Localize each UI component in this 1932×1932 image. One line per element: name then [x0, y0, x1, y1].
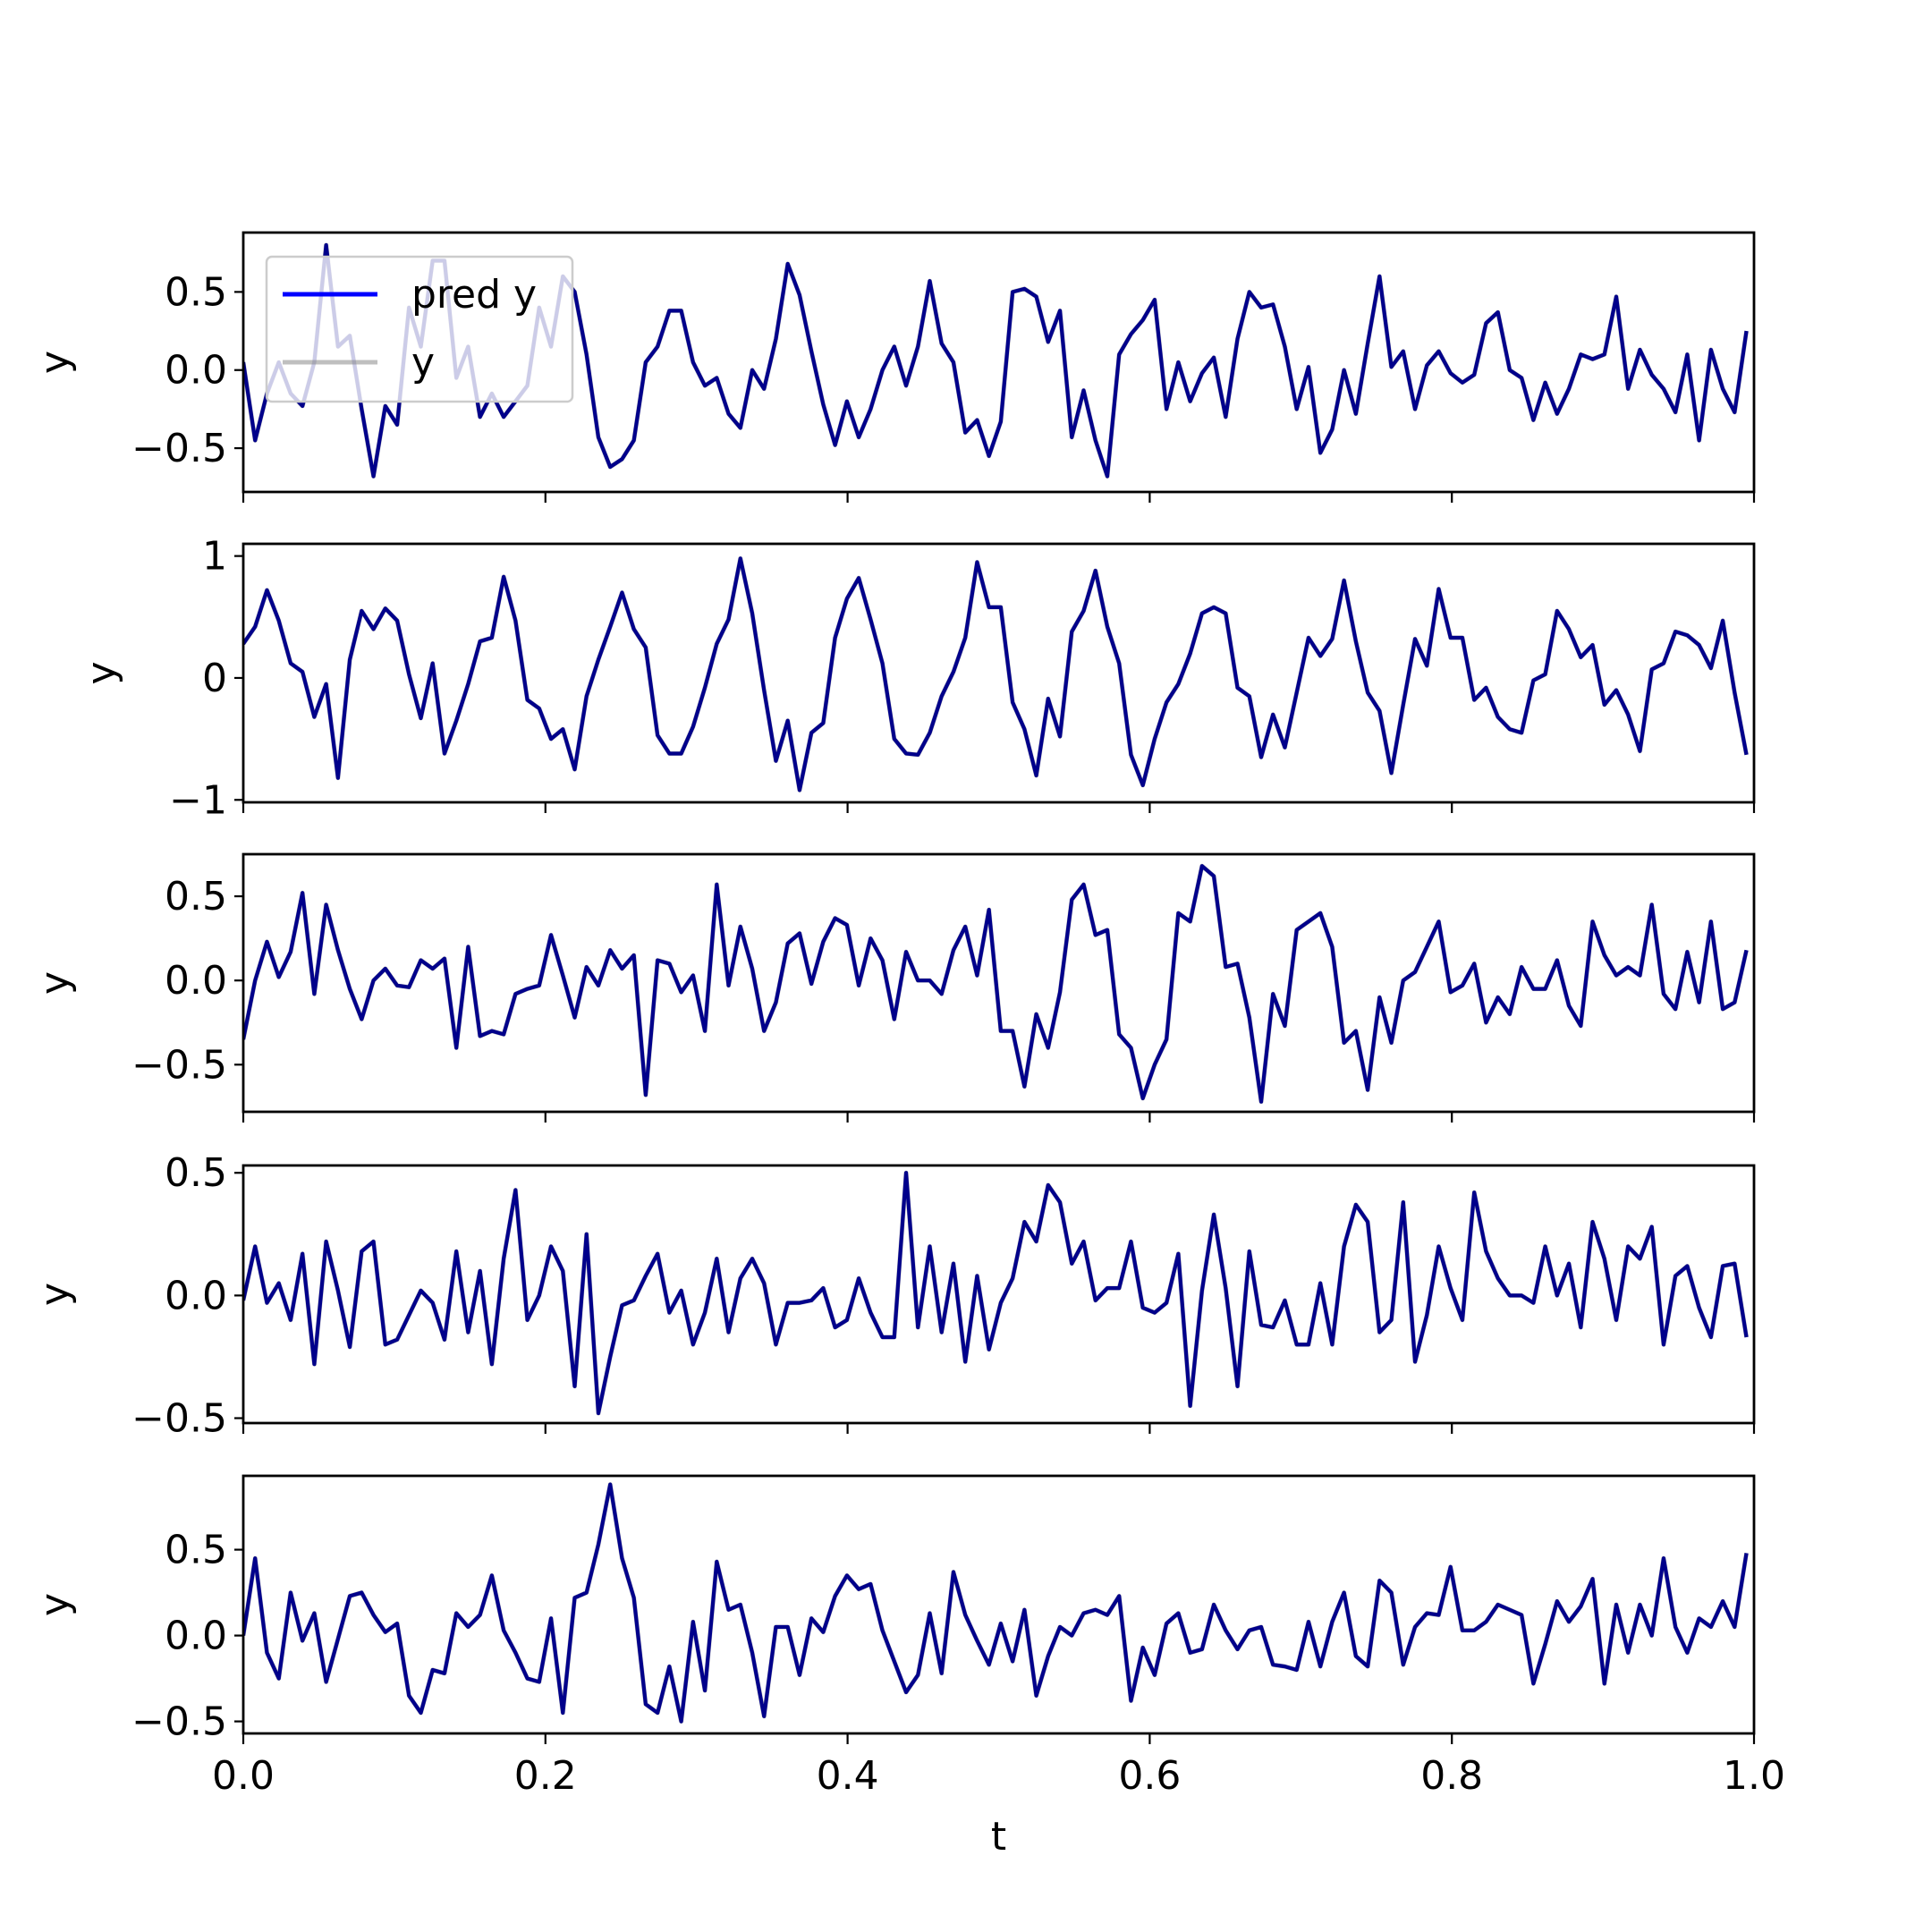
- subplot-1: −0.5 0.0 0.5 y pred y y: [32, 231, 1756, 503]
- series-line-y: [243, 1170, 1750, 1416]
- series-line-pred-y: [243, 1482, 1749, 1724]
- y-tick-label: −0.5: [131, 1042, 227, 1088]
- series-line-pred-y: [243, 1171, 1749, 1416]
- y-tick-label: 0: [202, 656, 227, 701]
- legend-label: pred y: [411, 272, 537, 318]
- y-tick-label: 0.5: [165, 874, 227, 919]
- y-axis-label: y: [79, 661, 124, 684]
- y-axis-label: y: [32, 971, 78, 995]
- x-tick-label: 1.0: [1723, 1753, 1785, 1799]
- y-axis-label: y: [32, 351, 78, 374]
- series-line-y: [243, 555, 1750, 792]
- y-tick-label: 0.0: [165, 348, 227, 394]
- y-axis-label: y: [32, 1593, 78, 1616]
- y-tick-label: 0.0: [165, 1273, 227, 1318]
- y-tick-label: −1: [169, 777, 227, 823]
- axes-frame: [242, 542, 1756, 804]
- y-tick-label: 0.5: [165, 1528, 227, 1573]
- subplot-5: −0.5 0.0 0.5 0.0 0.2 0.4 0.6 0.8 1.0 y t: [32, 1474, 1785, 1860]
- axes-frame: [242, 1164, 1756, 1425]
- series-line-y: [243, 1482, 1750, 1724]
- series-line-pred-y: [243, 864, 1749, 1104]
- x-tick-label: 0.4: [817, 1753, 879, 1799]
- x-axis-label: t: [991, 1814, 1006, 1860]
- y-tick-label: 0.0: [165, 1614, 227, 1659]
- y-tick-label: 0.0: [165, 958, 227, 1004]
- y-tick-label: −0.5: [131, 1699, 227, 1745]
- x-tick-label: 0.8: [1420, 1753, 1483, 1799]
- y-tick-label: 1: [202, 534, 227, 580]
- x-tick-label: 0.0: [212, 1753, 275, 1799]
- y-tick-label: −0.5: [131, 426, 227, 471]
- x-tick-label: 0.2: [514, 1753, 577, 1799]
- y-tick-label: −0.5: [131, 1396, 227, 1442]
- y-tick-label: 0.5: [165, 269, 227, 315]
- legend-label: y: [411, 340, 435, 386]
- axes-frame: [242, 852, 1756, 1114]
- series-line-pred-y: [243, 556, 1749, 792]
- subplot-4: −0.5 0.0 0.5 y: [32, 1150, 1756, 1442]
- subplot-3: −0.5 0.0 0.5 y: [32, 852, 1756, 1123]
- axes-frame: [242, 1474, 1756, 1735]
- axes-frame: [242, 231, 1756, 494]
- y-axis-label: y: [32, 1283, 78, 1306]
- y-tick-label: 0.5: [165, 1150, 227, 1196]
- legend: pred y y: [265, 255, 574, 403]
- x-tick-label: 0.6: [1118, 1753, 1181, 1799]
- subplot-2: −1 0 1 y: [79, 534, 1756, 823]
